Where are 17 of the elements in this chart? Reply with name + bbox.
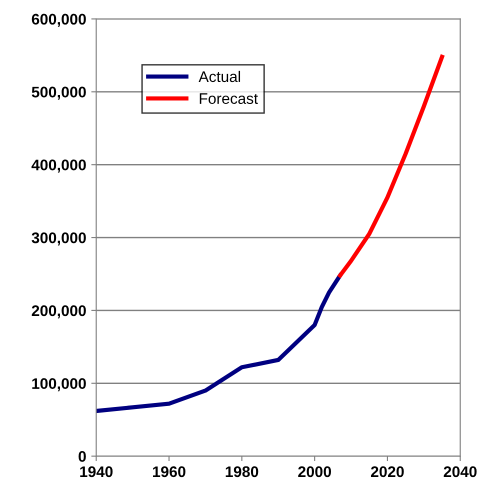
legend-label: Actual xyxy=(198,70,240,82)
y-tick-label: 500,000 xyxy=(32,86,86,100)
y-tick-label: 600,000 xyxy=(32,14,86,27)
y-tick-label: 0 xyxy=(78,451,86,462)
x-tick-label: 2040 xyxy=(444,466,477,478)
x-tick-label: 1960 xyxy=(153,466,186,478)
y-tick-label: 200,000 xyxy=(32,305,86,318)
y-tick-label: 300,000 xyxy=(32,232,86,246)
x-tick-label: 2020 xyxy=(370,466,404,478)
line-series xyxy=(96,273,342,414)
y-tick-label: 100,000 xyxy=(32,378,86,392)
x-tick-label: 2000 xyxy=(298,466,332,478)
y-tick-label: 400,000 xyxy=(32,160,86,173)
line-series xyxy=(338,54,444,278)
x-tick-label: 1940 xyxy=(80,466,113,478)
legend-label: Forecast xyxy=(200,93,258,104)
x-tick-label: 1980 xyxy=(226,466,258,478)
